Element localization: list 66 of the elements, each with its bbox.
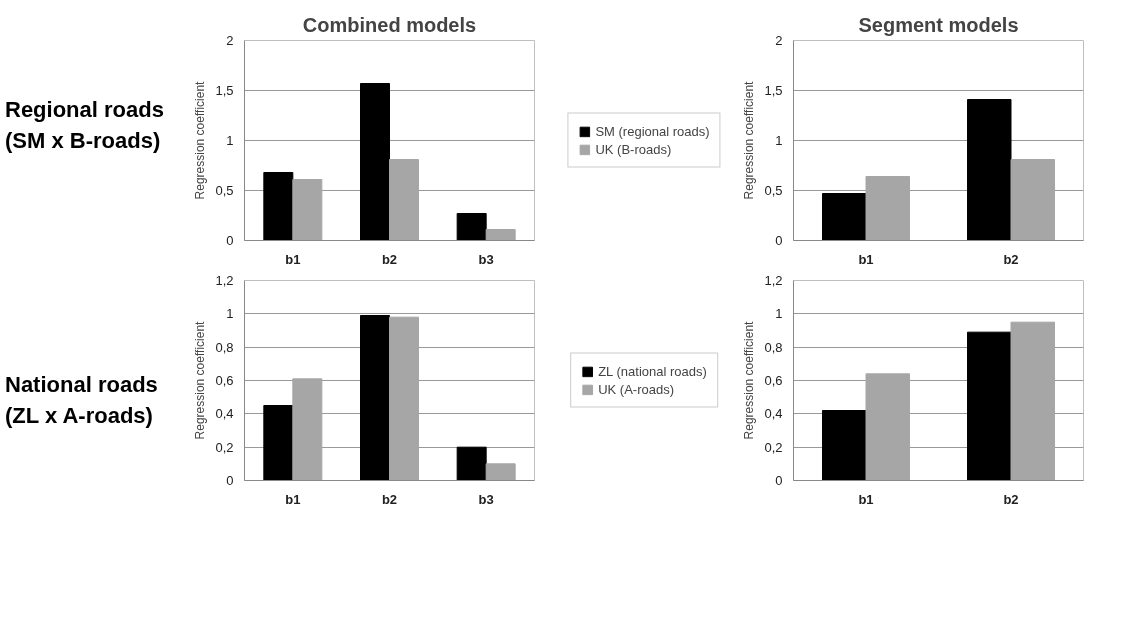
y-tick-label: 0,8 <box>764 339 783 355</box>
x-tick-label: b1 <box>285 251 301 267</box>
bar <box>389 159 419 241</box>
y-tick-label: 0,4 <box>215 406 234 422</box>
y-tick-label: 0,6 <box>215 373 234 388</box>
y-tick-label: 1,5 <box>764 83 783 98</box>
y-tick-label: 1,2 <box>215 273 234 288</box>
bar <box>456 446 487 481</box>
y-tick-label: 0 <box>775 233 783 248</box>
text: Regional roads (SM x B-roads) <box>5 96 165 155</box>
y-tick-label: 0,2 <box>215 439 234 455</box>
bar <box>1010 159 1055 241</box>
x-tick-label: b3 <box>478 251 494 267</box>
x-tick-label: b2 <box>1003 491 1019 507</box>
y-tick-label: 0 <box>226 233 234 248</box>
bar <box>485 463 516 481</box>
x-tick-label: b2 <box>1003 251 1019 267</box>
y-tick-label: 0,5 <box>764 183 783 198</box>
bar <box>292 179 323 241</box>
y-tick-label: 2 <box>226 33 234 48</box>
y-tick-label: 1 <box>775 306 783 322</box>
y-tick-label: 0,6 <box>764 373 783 388</box>
y-axis-title: Regression coefficient <box>742 80 757 200</box>
legend-label: SM (regional roads) <box>595 123 710 139</box>
legend-label: UK (B-roads) <box>595 141 672 157</box>
chart-title: Segment models <box>858 13 1019 36</box>
bar <box>967 99 1012 241</box>
chart-title: Combined models <box>302 13 477 36</box>
legend-label: UK (A-roads) <box>598 381 675 397</box>
bar <box>822 410 867 481</box>
y-tick-label: 1 <box>226 133 234 148</box>
y-tick-label: 0,5 <box>215 183 234 198</box>
bar <box>485 229 516 241</box>
y-tick-label: 0,4 <box>764 406 783 422</box>
bar <box>967 331 1012 481</box>
y-tick-label: 1,5 <box>215 83 234 98</box>
y-tick-label: 2 <box>775 33 783 48</box>
y-tick-label: 1 <box>226 306 234 322</box>
x-tick-label: b2 <box>381 491 398 507</box>
bar <box>865 373 910 481</box>
y-axis-title: Regression coefficient <box>193 320 208 440</box>
bar <box>865 176 910 241</box>
bar <box>263 405 294 481</box>
bar <box>389 316 419 481</box>
text: National roads (ZL x A-roads) <box>5 371 159 430</box>
bar <box>1010 321 1055 481</box>
bar <box>360 315 390 481</box>
x-tick-label: b1 <box>858 491 874 507</box>
y-tick-label: 1 <box>775 133 783 148</box>
legend-label: ZL (national roads) <box>598 363 707 379</box>
x-tick-label: b1 <box>858 251 874 267</box>
x-tick-label: b1 <box>285 491 301 507</box>
bar <box>263 172 294 241</box>
bar <box>292 378 323 481</box>
bar <box>822 193 867 241</box>
y-axis-title: Regression coefficient <box>742 320 757 440</box>
bar <box>456 213 487 241</box>
y-tick-label: 0,2 <box>764 439 783 455</box>
y-tick-label: 1,2 <box>764 273 783 288</box>
y-tick-label: 0 <box>775 473 783 488</box>
y-tick-label: 0 <box>226 473 234 488</box>
bar <box>360 83 390 241</box>
y-axis-title: Regression coefficient <box>193 80 208 200</box>
x-tick-label: b3 <box>478 491 494 507</box>
x-tick-label: b2 <box>381 251 398 267</box>
y-tick-label: 0,8 <box>215 339 234 355</box>
